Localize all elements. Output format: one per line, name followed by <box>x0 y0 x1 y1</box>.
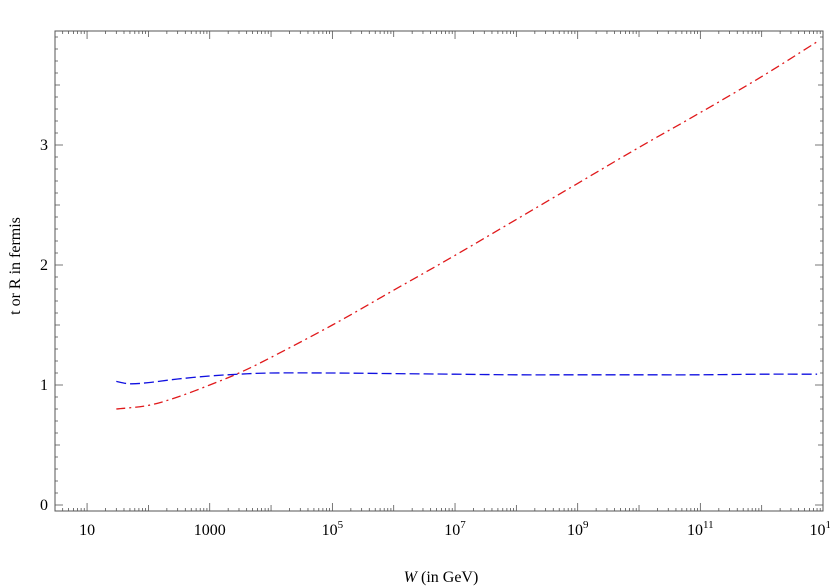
x-axis-label-variable: W <box>404 569 419 586</box>
x-tick-label-base: 10 <box>567 522 583 539</box>
x-tick-label-exponent: 13 <box>826 519 830 531</box>
x-tick-label: 109 <box>567 519 589 539</box>
labels-layer: 101000105107109101110130123 <box>40 137 830 539</box>
series-line-dashed <box>116 372 818 385</box>
x-tick-label-base: 10 <box>444 522 460 539</box>
x-tick-label: 1000 <box>194 522 226 539</box>
x-tick-label: 1011 <box>687 519 714 539</box>
x-tick-label-exponent: 7 <box>460 519 466 531</box>
x-tick-label-base: 10 <box>687 522 703 539</box>
y-tick-label: 3 <box>40 137 48 154</box>
x-tick-label-exponent: 5 <box>338 519 344 531</box>
y-tick-label: 1 <box>40 377 48 394</box>
x-tick-label: 105 <box>322 519 344 539</box>
series-layer <box>116 41 818 410</box>
y-tick-label: 0 <box>40 497 48 514</box>
x-tick-label: 10 <box>79 522 95 539</box>
x-tick-label: 1013 <box>810 519 830 539</box>
x-tick-label-base: 10 <box>810 522 826 539</box>
x-tick-label-exponent: 9 <box>583 519 589 531</box>
y-tick-label: 2 <box>40 257 48 274</box>
x-tick-label-base: 1000 <box>194 522 226 539</box>
x-axis-label: W (in GeV) <box>404 569 479 586</box>
x-tick-label-base: 10 <box>79 522 95 539</box>
series-line-dashdot <box>116 41 818 410</box>
x-tick-label-base: 10 <box>322 522 338 539</box>
plot-frame <box>54 30 824 512</box>
x-tick-label: 107 <box>444 519 466 539</box>
y-axis-label: t or R in fermis <box>7 217 24 315</box>
x-tick-label-exponent: 11 <box>703 519 714 531</box>
x-axis-label-unit: (in GeV) <box>417 569 478 586</box>
